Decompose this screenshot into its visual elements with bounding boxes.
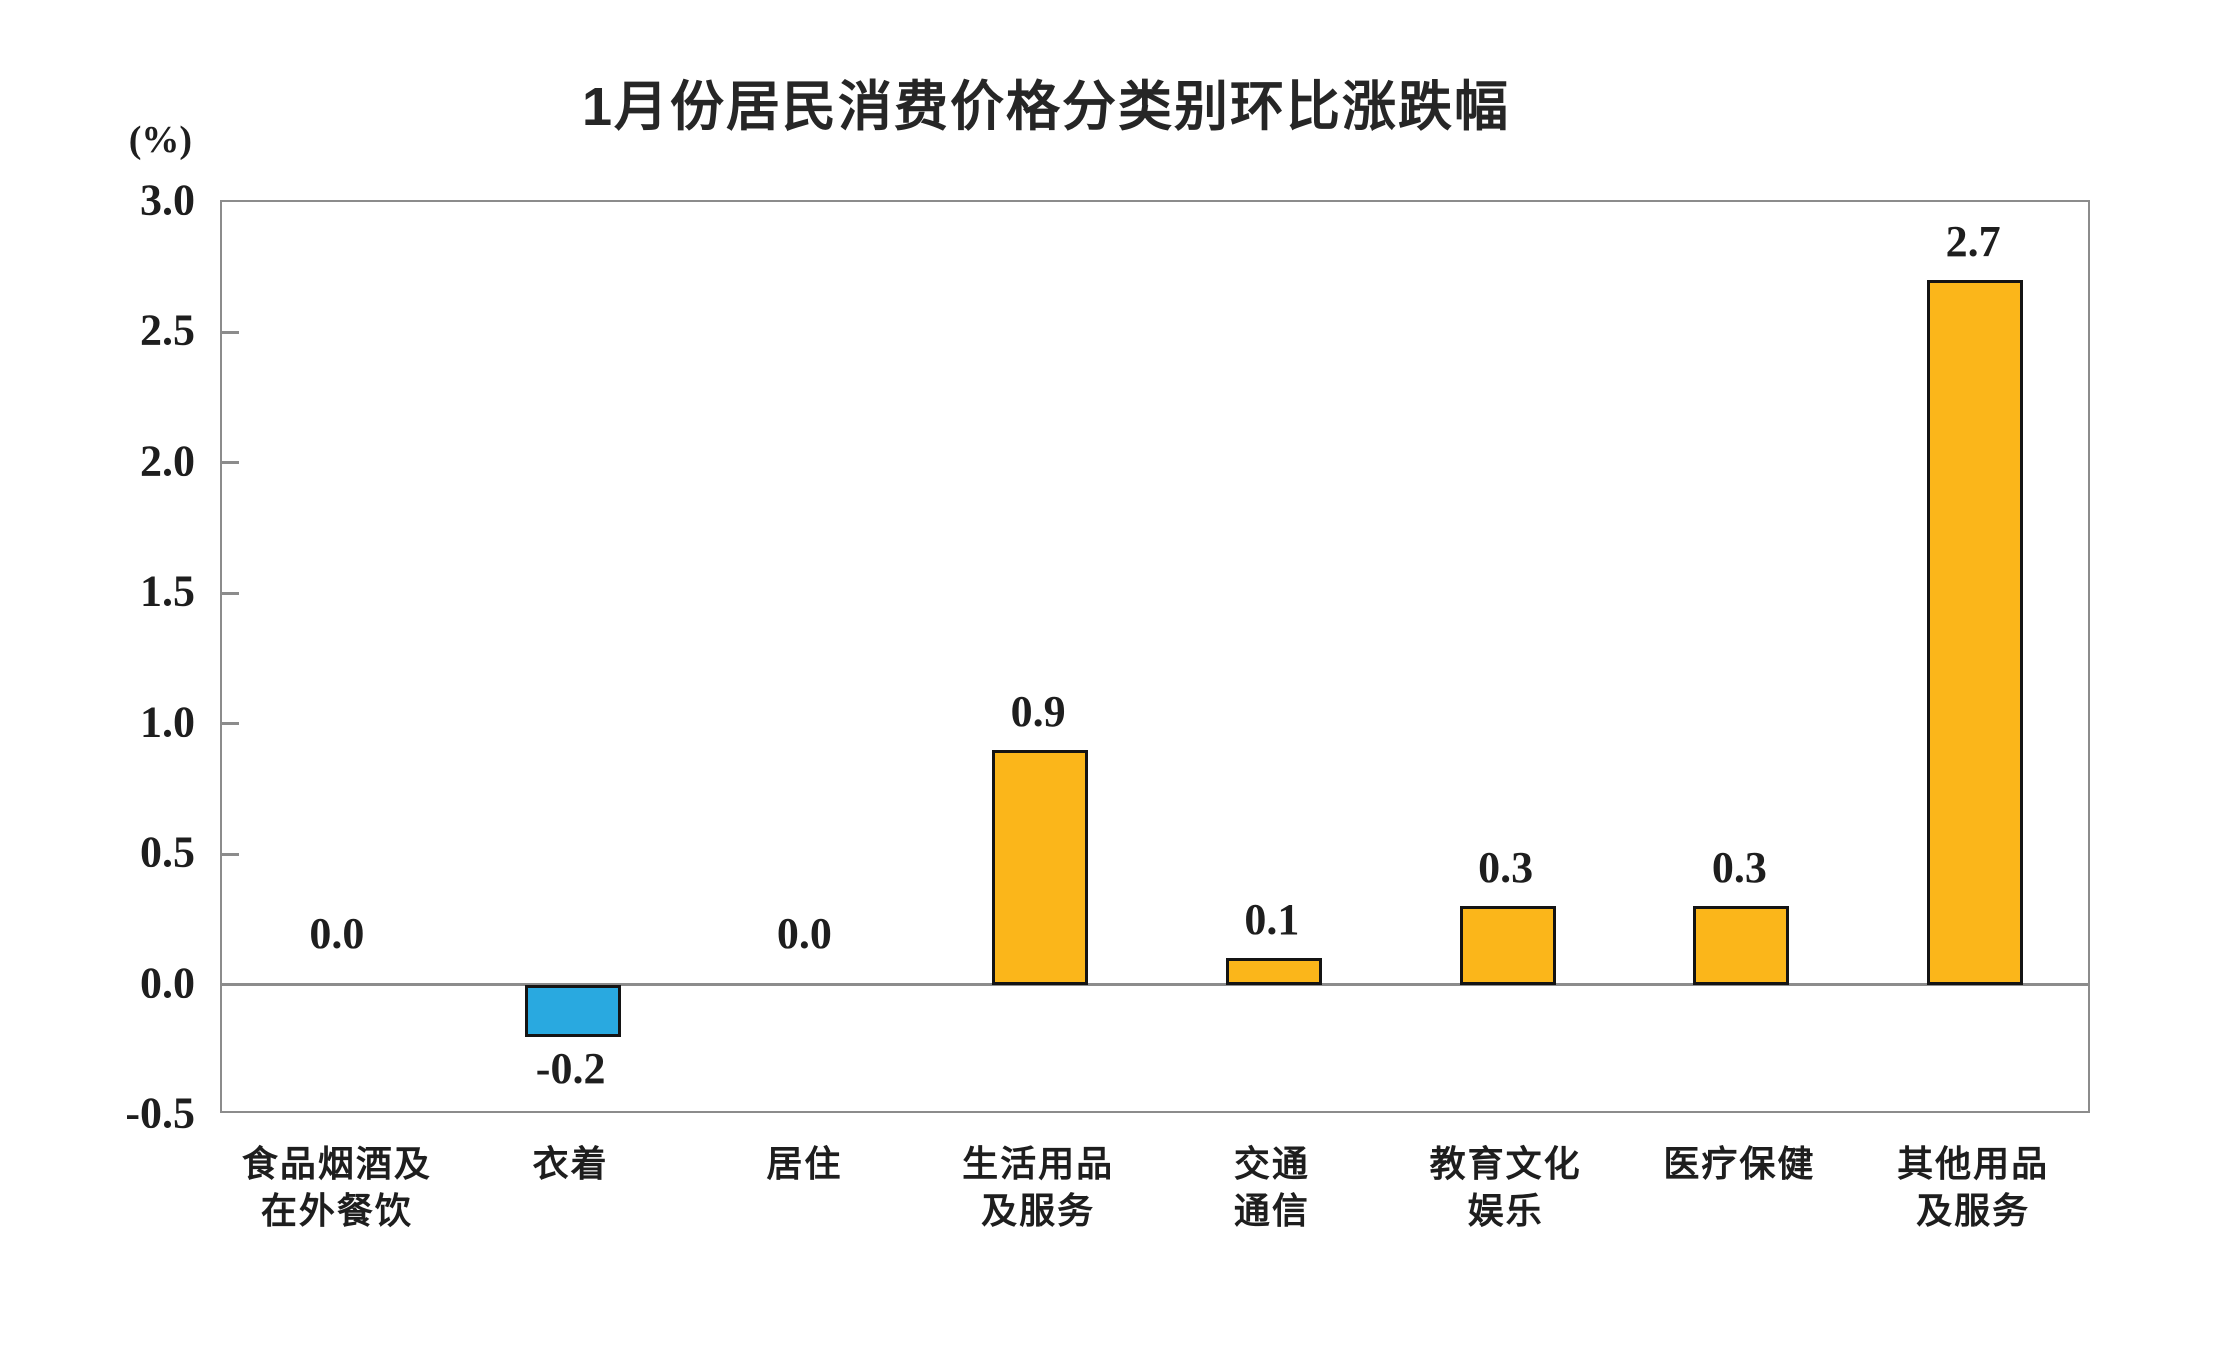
bar-5 [1225, 958, 1322, 985]
plot-area [220, 200, 2090, 1113]
x-axis-category-label: 生活用品 及服务 [962, 1144, 1115, 1231]
bar-value-label: 0.1 [1244, 895, 1300, 945]
bar-2 [524, 984, 621, 1037]
bar-value-label: 0.3 [1711, 843, 1767, 893]
bar-value-label: 0.3 [1478, 843, 1534, 893]
chart-title: 1月份居民消费价格分类别环比涨跌幅 [581, 77, 1511, 137]
bar-value-label: 2.7 [1945, 217, 2001, 267]
zero-baseline [222, 983, 2088, 987]
x-axis-category-label: 教育文化 娱乐 [1429, 1144, 1582, 1231]
bar-4 [992, 749, 1089, 985]
bar-value-label: 0.0 [309, 908, 365, 958]
bar-value-label: -0.2 [535, 1043, 606, 1093]
y-axis-tick-label: 1.5 [140, 566, 195, 616]
x-axis-category-label: 衣着 [532, 1144, 609, 1184]
y-axis-tick-mark [222, 591, 239, 595]
x-axis-category-label: 食品烟酒及 在外餐饮 [241, 1144, 432, 1231]
y-axis-unit-label: (%) [128, 119, 192, 161]
x-axis-category-label: 交通 通信 [1233, 1144, 1310, 1231]
x-axis-category-label: 医疗保健 [1663, 1144, 1816, 1184]
y-axis-tick-label: 3.0 [140, 175, 195, 225]
x-axis-category-label: 其他用品 及服务 [1897, 1144, 2050, 1231]
x-axis-category-label: 居住 [766, 1144, 843, 1184]
y-axis-tick-label: 0.5 [140, 827, 195, 877]
y-axis-tick-mark [222, 852, 239, 856]
bar-8 [1927, 280, 2024, 985]
bar-7 [1693, 906, 1790, 985]
y-axis-tick-label: 1.0 [140, 697, 195, 747]
y-axis-tick-label: 2.5 [140, 305, 195, 355]
y-axis-tick-label: -0.5 [125, 1088, 195, 1138]
bar-6 [1459, 906, 1556, 985]
y-axis-tick-mark [222, 330, 239, 334]
y-axis-tick-mark [222, 461, 239, 465]
bar-value-label: 0.9 [1010, 686, 1066, 736]
y-axis-tick-label: 2.0 [140, 436, 195, 486]
bar-value-label: 0.0 [776, 908, 832, 958]
y-axis-tick-mark [222, 722, 239, 726]
y-axis-tick-label: 0.0 [140, 958, 195, 1008]
